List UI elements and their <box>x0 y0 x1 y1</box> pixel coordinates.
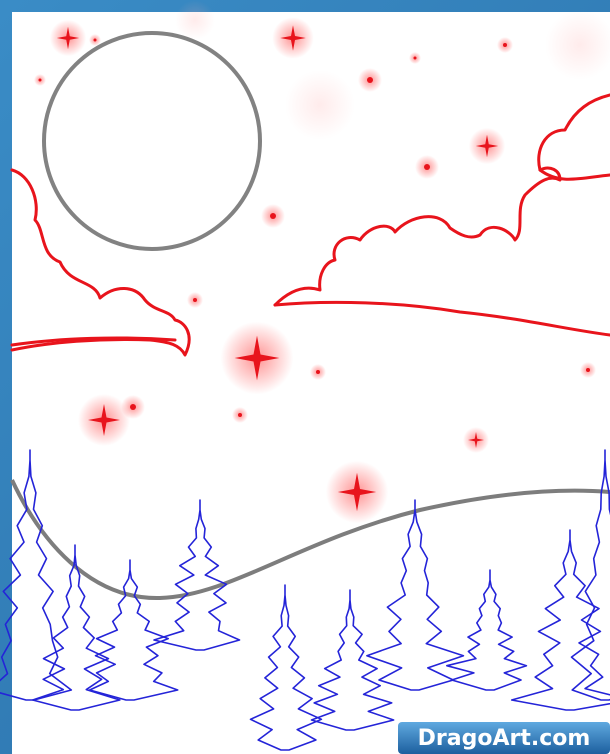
tree <box>310 589 395 731</box>
star <box>367 77 373 83</box>
clouds <box>10 93 610 357</box>
moon <box>42 31 262 251</box>
tree <box>249 584 323 751</box>
watermark: DragoArt.com <box>398 722 610 754</box>
star <box>280 25 306 51</box>
tree <box>0 449 73 701</box>
star <box>475 134 499 158</box>
tree <box>366 499 465 691</box>
star <box>503 43 507 47</box>
tree <box>570 449 610 701</box>
sky-decor <box>175 0 610 140</box>
star <box>424 164 430 170</box>
star <box>316 370 320 374</box>
star <box>586 368 590 372</box>
tree <box>153 499 241 651</box>
tree <box>510 529 610 711</box>
star <box>270 213 276 219</box>
cloud <box>10 336 177 347</box>
star <box>234 335 280 381</box>
star <box>193 298 197 302</box>
watermark-text: DragoArt.com <box>418 726 591 751</box>
tree <box>446 569 528 691</box>
star <box>56 26 80 50</box>
watermark-badge <box>398 722 610 754</box>
star <box>238 413 242 417</box>
cloud <box>273 300 610 337</box>
haze <box>285 70 355 140</box>
stars <box>34 17 596 524</box>
tree <box>31 544 121 711</box>
star <box>88 404 120 436</box>
hill <box>10 479 610 601</box>
trees <box>0 449 610 751</box>
star <box>337 472 377 512</box>
star <box>38 78 42 82</box>
star <box>93 38 97 42</box>
star <box>413 56 417 60</box>
star <box>130 404 136 410</box>
star <box>468 432 484 448</box>
tree <box>88 559 179 701</box>
haze <box>175 0 215 40</box>
haze <box>545 10 610 80</box>
cloud <box>538 168 610 181</box>
